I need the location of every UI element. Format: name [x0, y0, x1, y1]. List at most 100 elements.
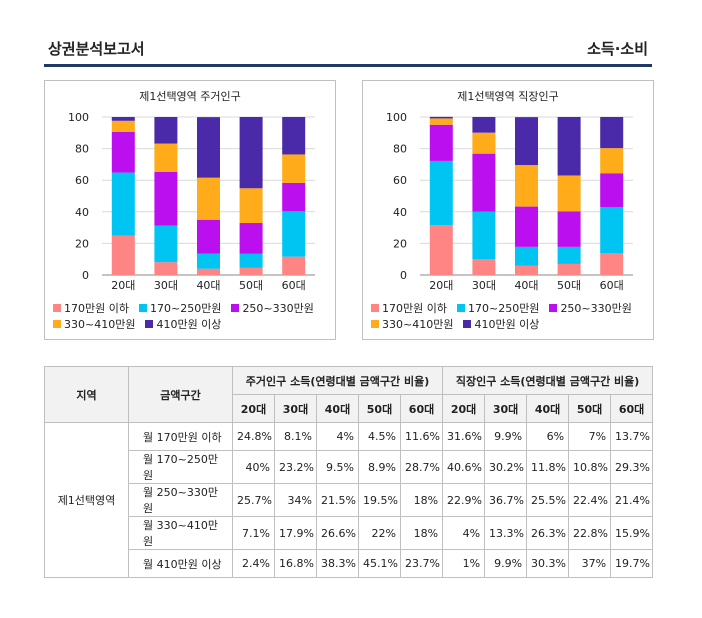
income-table: 지역 금액구간 주거인구 소득(연령대별 금액구간 비율) 직장인구 소득(연령…: [44, 366, 654, 578]
bar-segment: [557, 211, 581, 247]
bar-segment: [429, 116, 453, 119]
bar-segment: [557, 246, 581, 264]
legend-label: 410만원 이상: [156, 318, 222, 331]
bar-segment: [282, 256, 306, 275]
y-tick-label: 20: [75, 237, 89, 250]
bar-segment: [282, 211, 306, 257]
legend-item: 250~330만원: [231, 301, 314, 317]
bar-segment: [600, 148, 624, 174]
value-cell: 7.1%: [232, 516, 275, 550]
bar-segment: [515, 265, 538, 275]
x-tick-label: 50대: [557, 279, 581, 292]
bar-segment: [239, 117, 263, 189]
table-row: 월 330~410만원 7.1% 17.9% 26.6% 22% 18% 4% 13.3% 26…: [45, 516, 654, 550]
bar-segment: [282, 154, 306, 183]
value-cell: 17.9%: [274, 516, 317, 550]
legend-swatch: [53, 304, 61, 312]
value-cell: 2.4%: [232, 549, 275, 578]
band-cell: 월 170만원 이하: [128, 422, 233, 451]
bar-segment: [515, 206, 538, 247]
value-cell: 22.9%: [442, 483, 486, 517]
bar-segment: [557, 175, 581, 212]
bar-segment: [600, 173, 624, 208]
value-cell: 26.3%: [526, 516, 570, 550]
worker-chart-legend: 170만원 이하 170~250만원 250~330만원 330~410만원 410만원…: [371, 301, 651, 333]
bar-segment: [111, 117, 135, 121]
age-header: 60대: [610, 394, 654, 423]
resident-chart-svg: 제1선택영역 주거인구 0 20 40 60 80 100 20대 30대 40대 50대 60대: [68, 90, 315, 292]
x-tick-label: 40대: [196, 279, 220, 292]
bar-segment: [239, 188, 263, 224]
bar-segment: [472, 259, 496, 275]
bar-segment: [154, 225, 178, 263]
header-resident-group: 주거인구 소득(연령대별 금액구간 비율): [231, 366, 444, 395]
value-cell: 26.6%: [316, 516, 359, 550]
band-cell: 월 410만원 이상: [128, 549, 233, 578]
value-cell: 19.5%: [358, 483, 401, 517]
value-cell: 4.5%: [358, 422, 401, 451]
value-cell: 9.9%: [484, 422, 528, 451]
bar-segment: [111, 235, 135, 275]
x-tick-label: 30대: [154, 279, 178, 292]
y-tick-label: 40: [75, 206, 89, 219]
value-cell: 19.7%: [610, 549, 654, 578]
value-cell: 30.3%: [526, 549, 570, 578]
value-cell: 15.9%: [610, 516, 654, 550]
bar-segment: [429, 124, 453, 161]
worker-chart-svg: 제1선택영역 직장인구 0 20 40 60 80 100 20대 30대 40대 50대 60대: [386, 90, 633, 292]
bar-segment: [429, 118, 453, 125]
value-cell: 28.7%: [399, 450, 444, 484]
bar-segment: [429, 225, 453, 275]
legend-swatch: [456, 304, 465, 312]
report-header: 상권분석보고서 소득·소비: [44, 36, 652, 67]
legend-swatch: [231, 304, 240, 312]
bar-segment: [111, 132, 135, 173]
legend-item: 170~250만원: [456, 301, 539, 317]
bar-segment: [239, 223, 263, 254]
value-cell: 6%: [526, 422, 570, 451]
value-cell: 9.9%: [484, 549, 528, 578]
chart-title: 제1선택영역 직장인구: [457, 90, 559, 103]
value-cell: 31.6%: [442, 422, 486, 451]
bar-segment: [472, 132, 496, 154]
legend-label: 410만원 이상: [474, 318, 540, 331]
bar-segment: [429, 160, 453, 226]
y-tick-label: 80: [75, 143, 89, 156]
bar-segment: [197, 219, 220, 254]
worker-income-chart: 제1선택영역 직장인구 0 20 40 60 80 100 20대 30대 40대 50대 60대 1…: [362, 80, 654, 340]
legend-item: 330~410만원: [53, 317, 135, 333]
value-cell: 7%: [568, 422, 612, 451]
value-cell: 11.8%: [526, 450, 570, 484]
legend-item: 170~250만원: [138, 301, 221, 317]
value-cell: 13.7%: [610, 422, 654, 451]
value-cell: 18%: [399, 483, 444, 517]
x-tick-label: 30대: [472, 279, 496, 292]
chart-title: 제1선택영역 주거인구: [139, 90, 241, 103]
header-worker-group: 직장인구 소득(연령대별 금액구간 비율): [442, 366, 654, 395]
bar-segment: [154, 171, 178, 226]
age-header-row: 20대 30대 40대 50대 60대 20대 30대 40대 50대 60대: [45, 394, 654, 423]
value-cell: 1%: [442, 549, 486, 578]
value-cell: 37%: [568, 549, 612, 578]
y-tick-label: 0: [400, 269, 407, 282]
legend-item: 330~410만원: [371, 317, 453, 333]
value-cell: 34%: [274, 483, 317, 517]
bar-segment: [472, 153, 496, 212]
region-cell: 제1선택영역: [44, 422, 129, 578]
value-cell: 29.3%: [610, 450, 654, 484]
value-cell: 45.1%: [358, 549, 401, 578]
table-row: 월 410만원 이상 2.4% 16.8% 38.3% 45.1% 23.7% 1% 9.9%…: [45, 549, 654, 578]
bar-segment: [600, 253, 624, 275]
y-tick-label: 100: [68, 111, 89, 124]
age-header: 20대: [232, 394, 275, 423]
age-header: 50대: [568, 394, 612, 423]
resident-income-chart: 제1선택영역 주거인구 0 20 40 60 80 100 20대 30대 40대 50대 60대 1…: [44, 80, 336, 340]
legend-swatch: [145, 320, 154, 328]
value-cell: 22.8%: [568, 516, 612, 550]
bar-segment: [515, 165, 538, 207]
value-cell: 16.8%: [274, 549, 317, 578]
legend-label: 330~410만원: [382, 318, 454, 331]
bar-segment: [197, 253, 220, 269]
section-title: 소득·소비: [587, 40, 648, 58]
table-row: 월 170~250만원 40% 23.2% 9.5% 8.9% 28.7% 40.6% 30.…: [45, 450, 654, 484]
